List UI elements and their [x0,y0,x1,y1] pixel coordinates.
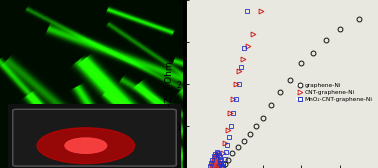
Y-axis label: -Z'' / Ohm: -Z'' / Ohm [165,62,174,106]
Circle shape [65,138,107,153]
FancyBboxPatch shape [13,109,176,166]
Circle shape [37,128,135,163]
Legend: graphene-Ni, CNT-graphene-Ni, MnO₂-CNT-graphene-Ni: graphene-Ni, CNT-graphene-Ni, MnO₂-CNT-g… [295,81,375,104]
Polygon shape [210,153,222,168]
